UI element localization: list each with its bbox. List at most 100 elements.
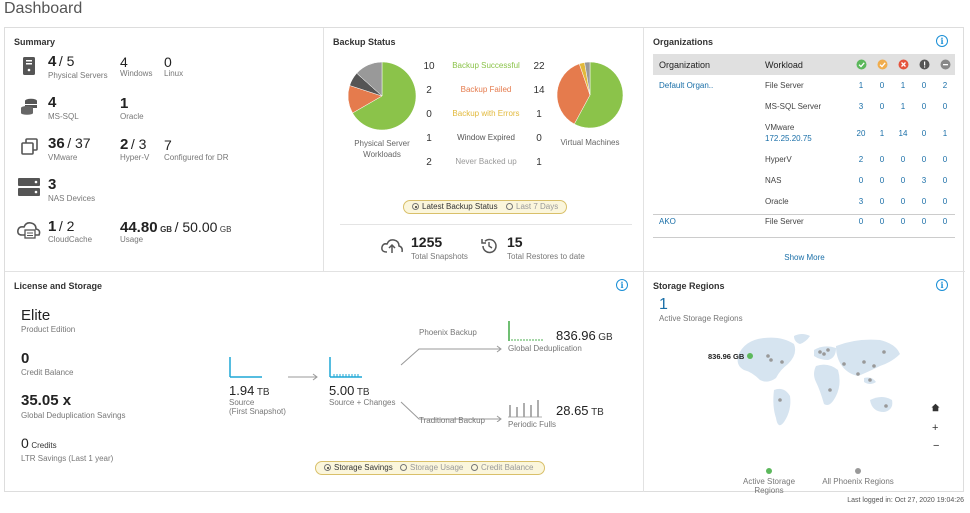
status-count[interactable]: 0 — [942, 217, 948, 226]
oracle-label: Oracle — [120, 112, 144, 121]
storage-savings-option[interactable]: Storage Savings — [324, 462, 393, 474]
status-count[interactable]: 1 — [858, 81, 864, 90]
org-row[interactable]: MS-SQL Server 3 0 1 0 0 — [653, 102, 955, 116]
status-count[interactable]: 0 — [858, 176, 864, 185]
usage-total-unit: GB — [219, 225, 232, 234]
status-count[interactable]: 0 — [942, 197, 948, 206]
success-icon — [856, 59, 867, 70]
org-name[interactable]: AKO — [659, 217, 676, 226]
status-count[interactable]: 1 — [900, 102, 906, 111]
license-info-icon[interactable]: i — [616, 279, 628, 291]
failed-icon — [898, 59, 909, 70]
zoom-out-button[interactable]: − — [933, 440, 940, 452]
ltr-value: 0 — [21, 435, 29, 451]
storage-usage-option[interactable]: Storage Usage — [400, 462, 463, 474]
org-row[interactable]: VMware 172.25.20.75 20 1 14 0 1 — [653, 123, 955, 143]
status-count[interactable]: 20 — [856, 129, 866, 138]
usage-value: 44.80 — [120, 219, 158, 236]
org-header: Organization — [659, 60, 711, 70]
status-count[interactable]: 0 — [921, 217, 927, 226]
status-count[interactable]: 2 — [942, 81, 948, 90]
org-row[interactable]: Oracle 3 0 0 0 0 — [653, 197, 955, 211]
status-count[interactable]: 0 — [879, 102, 885, 111]
status-count[interactable]: 0 — [858, 217, 864, 226]
status-count[interactable]: 0 — [921, 81, 927, 90]
status-count[interactable]: 0 — [879, 155, 885, 164]
status-count[interactable]: 3 — [858, 197, 864, 206]
organizations-info-icon[interactable]: i — [936, 35, 948, 47]
hyperv-total: / 3 — [130, 136, 147, 152]
status-count[interactable]: 0 — [921, 197, 927, 206]
status-count[interactable]: 0 — [879, 176, 885, 185]
cloudcache-icon — [17, 222, 41, 239]
all-regions-legend: All Phoenix Regions — [822, 477, 894, 486]
status-count[interactable]: 0 — [879, 197, 885, 206]
status-count[interactable]: 0 — [942, 102, 948, 111]
org-name[interactable]: Default Organ.. — [659, 81, 714, 90]
status-count[interactable]: 0 — [942, 155, 948, 164]
backup-status-label: Backup with Errors — [452, 109, 520, 118]
status-count[interactable]: 0 — [921, 102, 927, 111]
vmware-count: 36 — [48, 135, 65, 152]
status-count[interactable]: 0 — [900, 217, 906, 226]
workload-name: Oracle — [765, 197, 789, 206]
status-count[interactable]: 1 — [879, 129, 885, 138]
org-row[interactable]: NAS 0 0 0 3 0 — [653, 176, 955, 190]
nas-label: NAS Devices — [48, 194, 96, 203]
physical-total: / 5 — [58, 53, 75, 69]
source-label2: (First Snapshot) — [229, 407, 286, 416]
regions-count: 1 — [659, 296, 668, 313]
status-count[interactable]: 1 — [900, 81, 906, 90]
regions-info-icon[interactable]: i — [936, 279, 948, 291]
physical-label: Physical Servers — [48, 71, 108, 80]
backup-status-title: Backup Status — [333, 37, 396, 47]
hyperv-count: 2 — [120, 136, 129, 153]
zoom-in-button[interactable]: + — [932, 422, 939, 434]
physical-pie-chart — [348, 62, 416, 130]
backup-status-label: Never Backed up — [455, 157, 517, 166]
status-count[interactable]: 0 — [879, 217, 885, 226]
status-count[interactable]: 0 — [900, 155, 906, 164]
cloudcache-count: 1 — [48, 218, 57, 235]
org-row[interactable]: Default Organ.. File Server 1 0 1 0 2 — [653, 81, 955, 95]
status-count[interactable]: 0 — [900, 197, 906, 206]
cloudcache-total: / 2 — [58, 218, 75, 234]
server-icon — [23, 57, 35, 75]
status-count[interactable]: 0 — [921, 155, 927, 164]
global-dedup-value: 836.96 — [556, 328, 596, 343]
last-7-days-option[interactable]: Last 7 Days — [506, 201, 558, 213]
workload-host[interactable]: 172.25.20.75 — [765, 134, 812, 143]
status-count[interactable]: 0 — [900, 176, 906, 185]
dedup-savings-value: 35.05 x — [21, 392, 72, 409]
status-count[interactable]: 0 — [879, 81, 885, 90]
workload-name: File Server — [765, 81, 804, 90]
status-count[interactable]: 0 — [921, 129, 927, 138]
status-count[interactable]: 14 — [898, 129, 908, 138]
workload-name: HyperV — [765, 155, 792, 164]
split-arrows — [400, 345, 502, 422]
source-bar-chart — [229, 357, 262, 378]
backup-right-count: 0 — [536, 133, 542, 144]
edition-value: Elite — [21, 307, 51, 324]
status-count[interactable]: 3 — [858, 102, 864, 111]
periodic-value: 28.65 — [556, 403, 589, 418]
show-more-link[interactable]: Show More — [784, 253, 825, 262]
periodic-fulls-chart — [508, 400, 542, 418]
home-icon[interactable] — [931, 403, 940, 412]
credit-balance-option[interactable]: Credit Balance — [471, 462, 533, 474]
org-row[interactable]: HyperV 2 0 0 0 0 — [653, 155, 955, 169]
status-count[interactable]: 3 — [921, 176, 927, 185]
org-table-bottom — [653, 237, 955, 238]
usage-unit: GB — [160, 225, 173, 234]
changes-unit: TB — [356, 387, 370, 398]
status-count[interactable]: 0 — [942, 176, 948, 185]
page-title: Dashboard — [4, 0, 83, 17]
vm-copy-icon — [21, 138, 38, 155]
mssql-label: MS-SQL — [48, 112, 79, 121]
workload-name: MS-SQL Server — [765, 102, 822, 111]
periodic-label: Periodic Fulls — [508, 420, 557, 429]
status-count[interactable]: 2 — [858, 155, 864, 164]
status-count[interactable]: 1 — [942, 129, 948, 138]
org-row[interactable]: AKO File Server 0 0 0 0 0 — [653, 217, 955, 231]
latest-status-option[interactable]: Latest Backup Status — [412, 201, 498, 213]
